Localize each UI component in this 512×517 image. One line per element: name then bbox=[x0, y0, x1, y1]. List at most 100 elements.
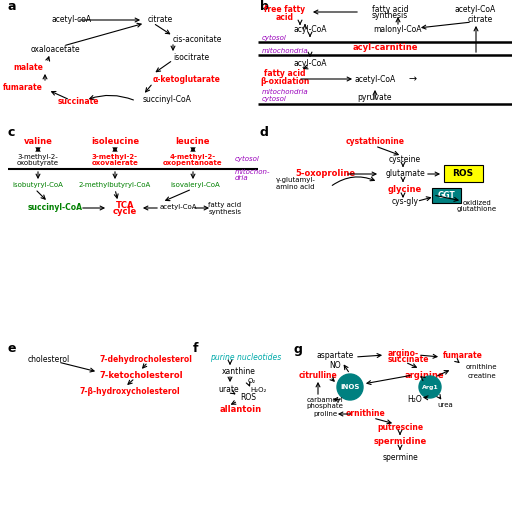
Text: acyl-carnitine: acyl-carnitine bbox=[352, 42, 418, 52]
Text: fumarate: fumarate bbox=[443, 351, 483, 359]
Text: 2-methylbutyryl-CoA: 2-methylbutyryl-CoA bbox=[79, 182, 151, 188]
Text: acetyl-CoA: acetyl-CoA bbox=[354, 74, 396, 84]
Text: ornithine: ornithine bbox=[466, 364, 498, 370]
Text: proline: proline bbox=[313, 411, 337, 417]
Text: mitochondria: mitochondria bbox=[262, 89, 309, 95]
Text: cystathionine: cystathionine bbox=[346, 138, 404, 146]
Text: citrate: citrate bbox=[148, 16, 173, 24]
Text: acyl-CoA: acyl-CoA bbox=[293, 25, 327, 35]
Text: pyruvate: pyruvate bbox=[358, 93, 392, 101]
Text: synthesis: synthesis bbox=[208, 209, 242, 215]
Text: succinate: succinate bbox=[57, 98, 99, 107]
Text: d: d bbox=[260, 126, 269, 139]
Text: glutathione: glutathione bbox=[457, 206, 497, 212]
Text: →: → bbox=[409, 74, 417, 84]
Text: valine: valine bbox=[24, 138, 52, 146]
Text: leucine: leucine bbox=[176, 138, 210, 146]
Text: α-ketoglutarate: α-ketoglutarate bbox=[153, 74, 221, 84]
Text: cycle: cycle bbox=[113, 207, 137, 217]
Text: succinyl-CoA: succinyl-CoA bbox=[143, 95, 192, 103]
Text: 7-β-hydroxycholesterol: 7-β-hydroxycholesterol bbox=[80, 387, 181, 396]
Text: cytosol: cytosol bbox=[235, 156, 260, 162]
Text: e: e bbox=[8, 342, 16, 356]
Text: acyl-CoA: acyl-CoA bbox=[293, 58, 327, 68]
Text: c: c bbox=[8, 126, 15, 139]
Text: urea: urea bbox=[437, 402, 453, 408]
Text: fumarate: fumarate bbox=[3, 83, 43, 92]
Text: O₂: O₂ bbox=[248, 378, 256, 384]
Text: amino acid: amino acid bbox=[276, 184, 314, 190]
Text: cholesterol: cholesterol bbox=[28, 355, 70, 363]
Text: glycine: glycine bbox=[388, 185, 422, 193]
Text: allantoin: allantoin bbox=[220, 404, 262, 414]
Text: β-oxidation: β-oxidation bbox=[260, 77, 310, 85]
Text: GGT: GGT bbox=[437, 190, 455, 200]
Text: phosphate: phosphate bbox=[307, 403, 344, 409]
Text: aspartate: aspartate bbox=[316, 351, 354, 359]
Text: b: b bbox=[260, 0, 269, 12]
Text: cytosol: cytosol bbox=[262, 35, 287, 41]
Text: malate: malate bbox=[13, 63, 43, 71]
Text: ornithine: ornithine bbox=[345, 409, 385, 418]
Text: Arg1: Arg1 bbox=[421, 385, 438, 389]
Text: 7-ketocholesterol: 7-ketocholesterol bbox=[100, 371, 184, 379]
Text: oxaloacetate: oxaloacetate bbox=[30, 44, 80, 53]
Text: 3-methyl-2-: 3-methyl-2- bbox=[17, 154, 58, 160]
Text: ROS: ROS bbox=[453, 169, 474, 177]
Circle shape bbox=[337, 374, 363, 400]
Text: H₂O: H₂O bbox=[408, 396, 422, 404]
Text: TCA: TCA bbox=[116, 201, 134, 209]
Text: oxovalerate: oxovalerate bbox=[92, 160, 138, 166]
Text: argino-: argino- bbox=[388, 348, 419, 357]
Text: acetyl-coA: acetyl-coA bbox=[52, 16, 92, 24]
FancyBboxPatch shape bbox=[443, 164, 482, 181]
Text: succinate: succinate bbox=[388, 355, 430, 363]
Text: f: f bbox=[193, 342, 199, 356]
Text: oxopentanoate: oxopentanoate bbox=[163, 160, 223, 166]
Text: fatty acid: fatty acid bbox=[208, 202, 242, 208]
Text: 5-oxoproline: 5-oxoproline bbox=[295, 170, 355, 178]
Text: purine nucleotides: purine nucleotides bbox=[210, 353, 281, 361]
Text: 4-methyl-2-: 4-methyl-2- bbox=[170, 154, 216, 160]
Text: g: g bbox=[293, 342, 302, 356]
Text: cysteine: cysteine bbox=[389, 155, 421, 163]
Text: oxobutyrate: oxobutyrate bbox=[17, 160, 59, 166]
Text: isobutyryl-CoA: isobutyryl-CoA bbox=[13, 182, 63, 188]
Text: malonyl-CoA: malonyl-CoA bbox=[374, 25, 422, 35]
Text: synthesis: synthesis bbox=[372, 11, 408, 21]
Text: H₂O₂: H₂O₂ bbox=[250, 387, 266, 393]
Text: arginine: arginine bbox=[404, 371, 444, 379]
Text: mitochondria: mitochondria bbox=[262, 48, 309, 54]
Text: acid: acid bbox=[276, 12, 294, 22]
Text: cytosol: cytosol bbox=[262, 96, 287, 102]
Text: iNOS: iNOS bbox=[340, 384, 360, 390]
Text: isocitrate: isocitrate bbox=[173, 53, 209, 62]
Text: cys-gly: cys-gly bbox=[392, 197, 418, 206]
Text: acetyl-CoA: acetyl-CoA bbox=[159, 204, 197, 210]
Text: glutamate: glutamate bbox=[385, 170, 425, 178]
Text: oxidized: oxidized bbox=[463, 200, 492, 206]
Text: citrulline: citrulline bbox=[298, 371, 337, 379]
Text: carbamoyl: carbamoyl bbox=[307, 397, 344, 403]
Text: succinyl-CoA: succinyl-CoA bbox=[28, 203, 82, 211]
Text: cis-aconitate: cis-aconitate bbox=[173, 35, 222, 43]
Text: creatine: creatine bbox=[468, 373, 497, 379]
Text: putrescine: putrescine bbox=[377, 422, 423, 432]
Text: dria: dria bbox=[235, 175, 249, 181]
Text: mitochon-: mitochon- bbox=[235, 169, 270, 175]
Text: urate: urate bbox=[218, 385, 239, 393]
Text: γ-glutamyl-: γ-glutamyl- bbox=[276, 177, 316, 183]
Text: isovaleryl-CoA: isovaleryl-CoA bbox=[170, 182, 220, 188]
Text: fatty acid: fatty acid bbox=[264, 69, 306, 79]
Text: 7-dehydrocholesterol: 7-dehydrocholesterol bbox=[100, 355, 193, 363]
Text: xanthine: xanthine bbox=[222, 367, 256, 375]
FancyBboxPatch shape bbox=[432, 188, 460, 203]
Text: spermidine: spermidine bbox=[373, 437, 426, 447]
Text: ROS: ROS bbox=[240, 393, 256, 403]
Text: isoleucine: isoleucine bbox=[91, 138, 139, 146]
Text: citrate: citrate bbox=[467, 14, 493, 23]
Text: NO: NO bbox=[329, 360, 341, 370]
Text: spermine: spermine bbox=[382, 452, 418, 462]
Text: a: a bbox=[8, 0, 16, 12]
Text: free fatty: free fatty bbox=[264, 6, 306, 14]
